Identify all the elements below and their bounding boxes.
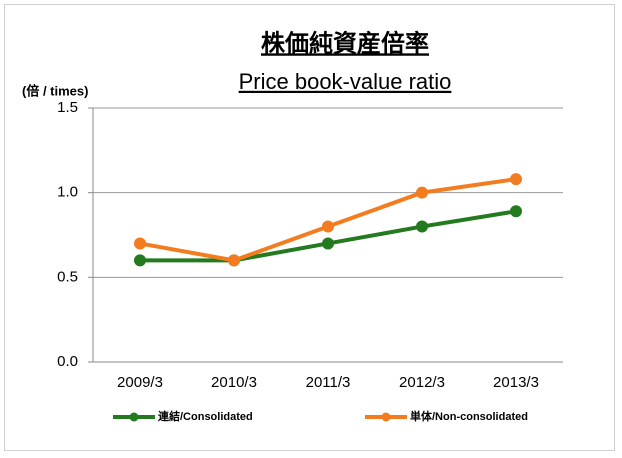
series-marker — [134, 254, 146, 267]
x-tick-label: 2009/3 — [117, 374, 163, 391]
x-tick-label: 2012/3 — [399, 374, 445, 391]
legend-label: 連結/Consolidated — [158, 409, 253, 423]
y-tick-label: 1.0 — [57, 184, 78, 201]
series-marker — [416, 220, 428, 233]
series-marker — [134, 237, 146, 250]
series-marker — [510, 205, 522, 218]
series-marker — [228, 254, 240, 267]
legend-marker — [129, 412, 139, 422]
legend-label: 単体/Non-consolidated — [410, 409, 528, 423]
x-tick-label: 2010/3 — [211, 374, 257, 391]
chart-frame — [4, 4, 615, 451]
chart-subtitle: Price book-value ratio — [239, 69, 452, 94]
y-tick-label: 0.0 — [57, 353, 78, 370]
y-tick-label: 1.5 — [57, 99, 78, 116]
legend-marker — [381, 412, 391, 422]
series-marker — [510, 173, 522, 186]
series-marker — [322, 220, 334, 233]
x-tick-label: 2011/3 — [306, 374, 351, 391]
y-axis-label: (倍 / times) — [22, 83, 88, 98]
series-marker — [416, 186, 428, 199]
x-tick-label: 2013/3 — [493, 374, 539, 391]
chart-title: 株価純資産倍率 — [261, 29, 429, 57]
series-marker — [322, 237, 334, 250]
y-tick-label: 0.5 — [57, 268, 78, 285]
